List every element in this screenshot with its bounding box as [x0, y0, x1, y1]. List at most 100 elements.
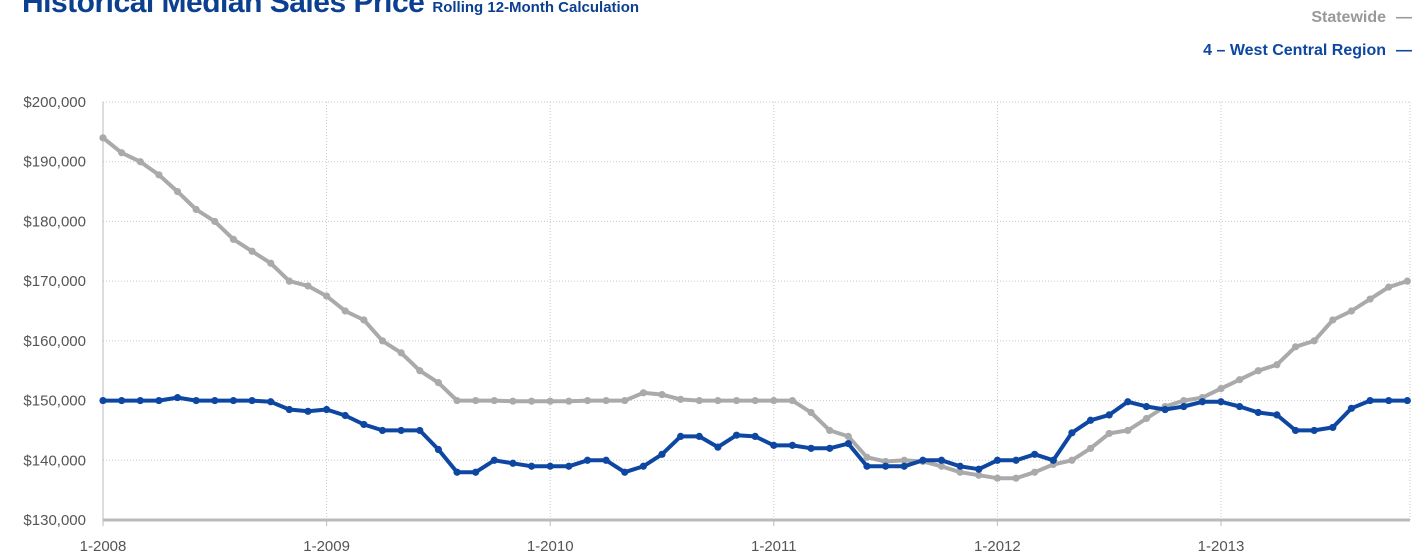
data-point-statewide: [155, 171, 163, 179]
data-point-statewide: [1105, 429, 1113, 438]
x-tick-label: 1-2013: [1198, 538, 1245, 554]
data-point-statewide: [1031, 468, 1039, 476]
data-point-west-central: [937, 456, 946, 464]
data-point-west-central: [1142, 402, 1151, 411]
data-point-statewide: [788, 396, 797, 405]
chart-subtitle: Rolling 12-Month Calculation: [432, 0, 640, 16]
data-point-statewide: [807, 408, 815, 417]
data-point-west-central: [192, 396, 200, 405]
data-point-west-central: [844, 439, 852, 448]
data-point-west-central: [714, 443, 722, 451]
data-point-west-central: [639, 462, 647, 470]
data-point-statewide: [1124, 426, 1132, 435]
data-point-west-central: [602, 456, 610, 464]
data-point-west-central: [695, 432, 703, 440]
data-point-west-central: [956, 462, 964, 470]
data-point-west-central: [1124, 398, 1132, 406]
data-point-statewide: [770, 396, 778, 405]
data-point-statewide: [975, 471, 983, 479]
data-point-west-central: [248, 396, 256, 405]
data-point-statewide: [490, 396, 498, 405]
data-point-west-central: [378, 426, 387, 435]
data-point-statewide: [136, 158, 144, 166]
data-point-west-central: [285, 405, 293, 414]
y-tick-label: $150,000: [23, 393, 86, 410]
y-tick-label: $200,000: [23, 94, 86, 111]
data-point-statewide: [341, 307, 349, 315]
data-point-west-central: [1273, 411, 1281, 419]
data-point-statewide: [900, 456, 908, 464]
legend: Statewide — 4 – West Central Region —: [1203, 8, 1412, 74]
legend-label-west-central: 4 – West Central Region: [1203, 42, 1386, 59]
data-point-statewide: [99, 134, 107, 142]
data-point-statewide: [826, 426, 834, 435]
data-point-west-central: [807, 444, 815, 452]
data-point-west-central: [155, 396, 163, 405]
legend-label-statewide: Statewide: [1311, 9, 1386, 26]
data-point-west-central: [341, 411, 349, 420]
y-tick-label: $160,000: [23, 333, 86, 350]
data-point-statewide: [695, 396, 703, 405]
data-point-west-central: [1403, 396, 1411, 405]
data-point-west-central: [1031, 450, 1039, 458]
data-point-west-central: [1236, 402, 1244, 411]
y-tick-label: $190,000: [23, 154, 86, 171]
data-point-statewide: [1291, 343, 1300, 351]
data-point-west-central: [1217, 398, 1225, 406]
data-point-west-central: [1291, 426, 1300, 435]
data-point-statewide: [378, 337, 387, 345]
data-point-statewide: [1329, 316, 1337, 324]
data-point-statewide: [658, 391, 666, 399]
data-point-west-central: [509, 459, 517, 467]
chart-title-row: Historical Median Sales Price Rolling 12-…: [22, 0, 639, 20]
data-point-west-central: [99, 396, 107, 405]
data-point-west-central: [304, 407, 312, 415]
x-tick-label: 1-2011: [751, 538, 797, 554]
x-tick-label: 1-2012: [974, 538, 1021, 554]
data-point-statewide: [472, 396, 480, 405]
data-point-west-central: [267, 398, 275, 406]
data-point-statewide: [639, 389, 647, 397]
data-point-west-central: [490, 456, 498, 464]
data-point-west-central: [118, 396, 126, 405]
data-point-west-central: [1366, 396, 1374, 405]
data-point-west-central: [1180, 402, 1188, 411]
data-point-statewide: [229, 235, 238, 243]
data-point-statewide: [453, 396, 461, 405]
data-point-statewide: [285, 277, 293, 285]
data-point-statewide: [434, 379, 442, 387]
data-point-west-central: [136, 396, 144, 405]
data-point-west-central: [1254, 408, 1262, 417]
y-tick-label: $130,000: [23, 512, 86, 529]
data-point-statewide: [1254, 367, 1262, 375]
data-point-west-central: [453, 468, 461, 476]
data-point-west-central: [229, 396, 238, 405]
data-point-west-central: [1105, 411, 1113, 419]
data-point-statewide: [844, 432, 852, 440]
data-point-statewide: [863, 453, 871, 461]
data-point-west-central: [472, 468, 480, 476]
data-point-west-central: [323, 405, 331, 414]
data-point-statewide: [1385, 283, 1393, 291]
data-point-west-central: [416, 426, 424, 435]
data-point-west-central: [1347, 404, 1356, 412]
data-point-statewide: [527, 397, 536, 405]
data-point-statewide: [323, 292, 331, 300]
legend-symbol-statewide: —: [1396, 9, 1412, 26]
data-point-statewide: [1217, 385, 1225, 393]
data-point-west-central: [751, 432, 759, 440]
data-point-statewide: [621, 396, 629, 405]
data-point-statewide: [1142, 414, 1151, 423]
data-point-west-central: [173, 393, 182, 402]
data-point-statewide: [751, 396, 759, 405]
data-point-statewide: [1366, 295, 1374, 303]
data-point-west-central: [788, 441, 797, 449]
data-point-statewide: [1310, 337, 1318, 345]
data-point-statewide: [1068, 456, 1076, 464]
data-point-west-central: [1310, 426, 1318, 435]
data-point-statewide: [732, 396, 741, 405]
data-point-west-central: [1198, 398, 1206, 406]
data-point-west-central: [583, 456, 592, 464]
series-line-statewide: [101, 136, 1408, 481]
data-point-statewide: [1012, 474, 1020, 482]
